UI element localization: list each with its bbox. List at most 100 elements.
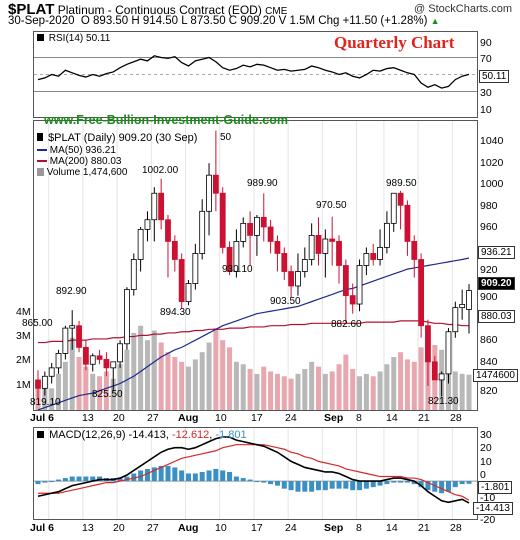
- instrument-name: Platinum - Continuous Contract (EOD): [57, 3, 262, 17]
- candle-body: [212, 174, 219, 194]
- candle-body: [288, 271, 295, 287]
- volume-bar: [233, 361, 239, 410]
- legend-title-text: $PLAT (Daily) 909.20 (30 Sep): [48, 132, 198, 144]
- candle-body: [178, 259, 185, 303]
- ma50-badge: 936.21: [478, 246, 515, 259]
- macd-histogram-bar: [288, 481, 294, 491]
- candle-body: [397, 192, 404, 206]
- candle-body: [240, 222, 247, 242]
- candle-body: [384, 222, 390, 248]
- x-label-21: 21: [418, 412, 430, 424]
- candle-body: [117, 343, 123, 363]
- annotation-50: 50: [220, 132, 232, 143]
- legend-ma50: MA(50) 936.21: [37, 145, 116, 156]
- x-label-24: 24: [285, 412, 297, 424]
- macd-histogram-bar: [83, 476, 89, 482]
- macd-x-label-13: 13: [82, 522, 94, 534]
- macd-histogram-bar: [391, 481, 397, 483]
- macd-label-text: MACD(12,26,9): [49, 429, 126, 441]
- volume-bar: [131, 332, 137, 410]
- macd-histogram-bar: [62, 478, 68, 482]
- macd-histogram-bar: [370, 481, 376, 488]
- macd-histogram-bar: [261, 481, 267, 483]
- x-label-10: 10: [215, 412, 227, 424]
- price-panel: www.Free-Bullion-Investment-Guide.com $P…: [22, 113, 478, 411]
- macd-histogram-bar: [131, 473, 137, 482]
- price-plot: [35, 121, 472, 410]
- volume-bar: [315, 366, 321, 410]
- macd-histogram-bar: [384, 481, 390, 485]
- macd-histogram-bar: [350, 481, 356, 491]
- macd-histogram-bar: [35, 481, 41, 485]
- volume-bar: [261, 366, 267, 410]
- macd-histogram-bar: [172, 467, 178, 482]
- volume-badge: 1474600: [473, 369, 518, 382]
- candle-body: [41, 375, 48, 389]
- candle-body: [151, 192, 158, 221]
- rsi-tick-90: 90: [480, 37, 492, 49]
- rsi-tick-70: 70: [480, 53, 492, 65]
- candle-body: [377, 247, 383, 260]
- macd-histogram-bar: [274, 481, 280, 486]
- volume-bar: [309, 361, 315, 410]
- legend-volume-text: Volume 1,474,600: [46, 167, 128, 178]
- candle-body: [466, 290, 472, 310]
- candle-body: [192, 253, 199, 284]
- volume-bar: [192, 359, 198, 410]
- macd-histogram-bar: [42, 481, 48, 483]
- volume-bar: [165, 352, 171, 410]
- candle-body: [82, 346, 89, 365]
- candle-body: [329, 238, 336, 242]
- macd-histogram-bar: [404, 481, 410, 483]
- candle-body: [137, 228, 144, 260]
- rsi-label: RSI(14) 50.11: [37, 33, 110, 44]
- candle-body: [199, 210, 206, 254]
- volume-bar: [69, 337, 75, 410]
- candle-body: [171, 241, 178, 260]
- volume-bar: [254, 373, 260, 410]
- candle-body: [349, 295, 356, 305]
- macd-histogram-bar: [452, 481, 458, 488]
- annotation-825-50: 825.50: [92, 389, 123, 400]
- volume-bar: [452, 371, 458, 410]
- macd-histogram-bar: [49, 481, 55, 483]
- price-tick-1040: 1040: [480, 135, 504, 147]
- price-tick-960: 960: [480, 221, 498, 233]
- candle-body: [363, 253, 370, 266]
- macd-histogram-bar: [144, 468, 150, 482]
- legend-ma200: MA(200) 880.03: [37, 156, 122, 167]
- price-tick-820: 820: [480, 385, 498, 397]
- macd-label: MACD(12,26,9) -14.413, -12.612, -1.801: [37, 429, 247, 441]
- chart-header: $PLAT Platinum - Continuous Contract (EO…: [8, 1, 287, 18]
- legend-volume: Volume 1,474,600: [37, 167, 127, 178]
- volume-bar-icon: [37, 168, 44, 177]
- volume-bar: [391, 357, 397, 410]
- x-label-14: 14: [386, 412, 398, 424]
- macd-histogram-bar: [377, 481, 383, 486]
- legend-ma50-text: MA(50) 936.21: [49, 145, 116, 156]
- candle-body: [315, 234, 322, 254]
- candle-body: [322, 238, 329, 254]
- volume-bar: [220, 340, 226, 410]
- x-label-28: 28: [450, 412, 462, 424]
- macd-histogram-bar: [90, 476, 96, 482]
- candle-body: [219, 192, 226, 248]
- macd-histogram-bar: [158, 465, 164, 482]
- candle-body: [260, 216, 267, 228]
- macd-histogram-bar: [398, 481, 404, 483]
- volume-bar: [62, 361, 68, 410]
- rsi-tick-30: 30: [480, 87, 492, 99]
- volume-bar: [418, 347, 424, 410]
- annotation-989-50: 989.50: [386, 178, 417, 189]
- candle-body: [418, 259, 425, 327]
- ma200-line: [38, 320, 470, 344]
- macd-histogram-bar: [343, 481, 349, 489]
- macd-histogram-bar: [220, 470, 226, 482]
- macd-histogram-bar: [138, 470, 144, 482]
- candle-body: [110, 361, 117, 369]
- macd-histogram-bar: [302, 481, 308, 492]
- macd-histogram-bar: [247, 479, 253, 482]
- volume-bar: [466, 374, 472, 410]
- volume-bar: [404, 359, 410, 410]
- volume-bar: [103, 371, 109, 410]
